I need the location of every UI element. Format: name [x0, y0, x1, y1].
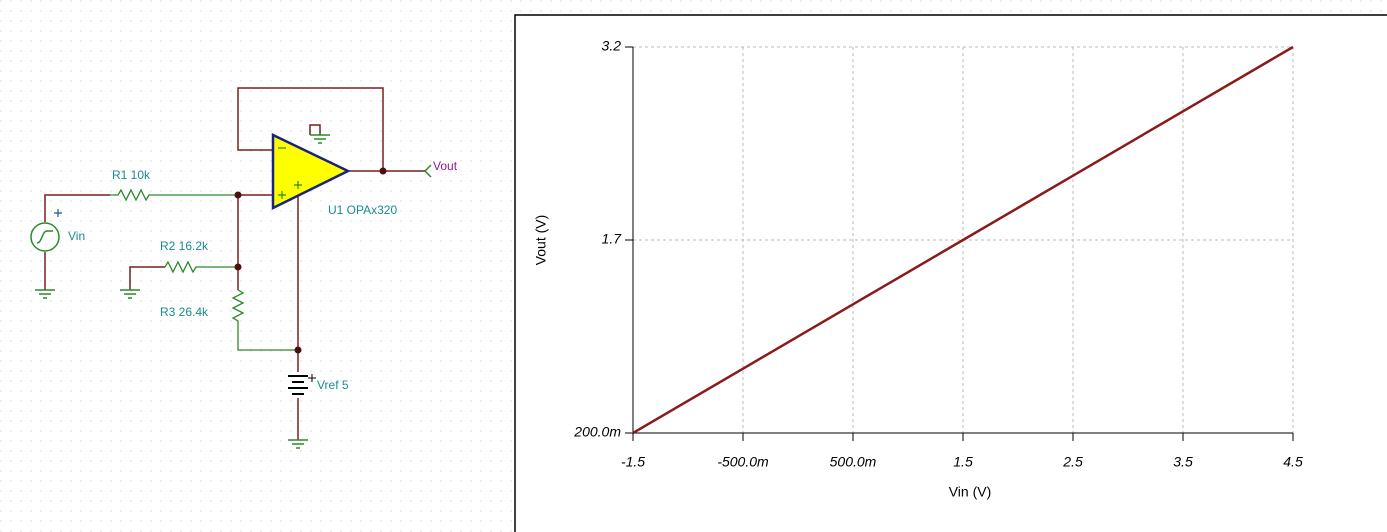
schematic: R1 10k Vin R2 16.2k R3 26.4k U1 OPAx320 …	[30, 87, 458, 449]
x-axis-label: Vin (V)	[949, 484, 992, 500]
vout-label: Vout	[433, 159, 458, 173]
x-tick-label: 4.5	[1283, 454, 1303, 470]
r3-label: R3 26.4k	[160, 305, 209, 319]
x-tick-label: 2.5	[1062, 454, 1083, 470]
x-tick-label: -500.0m	[717, 454, 769, 470]
u1-label: U1 OPAx320	[328, 203, 397, 217]
x-tick-label: -1.5	[621, 454, 645, 470]
r2-label: R2 16.2k	[160, 239, 209, 253]
data-line	[632, 45, 1294, 435]
vin-label: Vin	[68, 229, 85, 243]
vref-label: Vref 5	[317, 378, 349, 392]
y-tick-label: 1.7	[602, 231, 623, 247]
r1-label: R1 10k	[112, 168, 151, 182]
x-tick-label: 1.5	[953, 454, 973, 470]
x-tick-label: 500.0m	[830, 454, 877, 470]
x-tick-label: 3.5	[1173, 454, 1193, 470]
chart-panel	[514, 14, 1387, 532]
chart: Vout (V) Vin (V) -1.5 -500.0m 500.0m 1.5 2.5…	[533, 38, 1303, 500]
y-axis-label: Vout (V)	[533, 215, 549, 266]
y-tick-label: 200.0m	[573, 424, 621, 440]
y-tick-label: 3.2	[602, 38, 622, 54]
